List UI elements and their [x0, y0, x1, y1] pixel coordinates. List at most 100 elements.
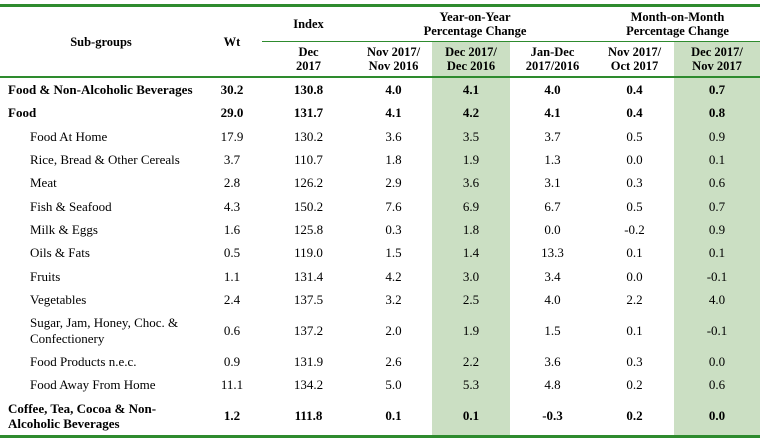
- value-cell: 17.9: [220, 128, 244, 144]
- col-header-yoy-group: Year-on-Year Percentage Change: [355, 5, 595, 42]
- col-header-mom-group: Month-on-Month Percentage Change: [595, 5, 760, 42]
- table-row: Sugar, Jam, Honey, Choc. & Confectionery…: [0, 311, 760, 350]
- value-cell: 2.9: [385, 175, 402, 191]
- value-cell: 2.6: [385, 353, 402, 369]
- value-cell: 2.0: [385, 322, 402, 338]
- value-cell: 0.1: [385, 408, 402, 424]
- value-cell: 6.9: [432, 194, 510, 218]
- value-cell: -0.1: [674, 264, 760, 288]
- value-cell: 0.7: [674, 194, 760, 218]
- table-row: Food 29.0 131.7 4.1 4.2 4.1 0.4 0.8: [0, 101, 760, 125]
- subgroup-name-cell: Fruits: [30, 268, 61, 284]
- value-cell: 0.3: [626, 175, 643, 191]
- value-cell: 0.5: [626, 198, 643, 214]
- value-cell: 131.4: [293, 268, 324, 284]
- value-cell: 1.8: [432, 217, 510, 242]
- subgroup-name-cell: Milk & Eggs: [30, 221, 98, 237]
- value-cell: 2.5: [432, 287, 510, 312]
- value-cell: 1.4: [432, 241, 510, 265]
- value-cell: -0.3: [542, 408, 563, 424]
- value-cell: 1.5: [385, 245, 402, 261]
- value-cell: 137.5: [293, 291, 324, 307]
- value-cell: 0.3: [385, 221, 402, 237]
- table-row: Oils & Fats 0.5 119.0 1.5 1.4 13.3 0.1 0.1: [0, 241, 760, 265]
- value-cell: 3.6: [385, 128, 402, 144]
- value-cell: 5.3: [432, 373, 510, 397]
- value-cell: 4.0: [674, 287, 760, 312]
- col-header-mom-dec2017-nov2017: Dec 2017/ Nov 2017: [674, 41, 760, 78]
- value-cell: 0.4: [626, 105, 643, 121]
- value-cell: 0.3: [626, 353, 643, 369]
- value-cell: 4.2: [432, 101, 510, 125]
- subgroup-name-cell: Sugar, Jam, Honey, Choc. & Confectionery: [30, 315, 179, 346]
- value-cell: 131.7: [293, 105, 324, 121]
- value-cell: 4.1: [432, 77, 510, 102]
- value-cell: 0.8: [674, 101, 760, 125]
- value-cell: 0.7: [674, 77, 760, 102]
- subgroup-name-cell: Fish & Seafood: [30, 198, 112, 214]
- value-cell: 3.4: [544, 268, 561, 284]
- value-cell: -0.2: [624, 221, 645, 237]
- value-cell: 0.0: [674, 396, 760, 437]
- table-row: Food At Home 17.9 130.2 3.6 3.5 3.7 0.5 0.9: [0, 124, 760, 148]
- col-header-subgroups: Sub-groups: [0, 5, 202, 78]
- value-cell: 0.1: [432, 396, 510, 437]
- value-cell: 0.2: [626, 408, 643, 424]
- table-row: Vegetables 2.4 137.5 3.2 2.5 4.0 2.2 4.0: [0, 287, 760, 312]
- value-cell: 4.1: [544, 105, 561, 121]
- subgroup-name-cell: Oils & Fats: [30, 245, 90, 261]
- value-cell: 0.1: [674, 241, 760, 265]
- value-cell: 119.0: [294, 245, 323, 261]
- subgroup-name-cell: Coffee, Tea, Cocoa & Non-Alcoholic Bever…: [8, 400, 157, 431]
- value-cell: 2.8: [223, 175, 241, 191]
- value-cell: 29.0: [220, 105, 244, 121]
- value-cell: 4.8: [544, 377, 561, 393]
- value-cell: 0.6: [674, 373, 760, 397]
- table-row: Fish & Seafood 4.3 150.2 7.6 6.9 6.7 0.5 0.7: [0, 194, 760, 218]
- value-cell: 0.2: [626, 377, 643, 393]
- value-cell: 1.3: [544, 151, 561, 167]
- value-cell: 0.9: [223, 353, 241, 369]
- value-cell: 4.2: [385, 268, 402, 284]
- value-cell: 7.6: [385, 198, 402, 214]
- value-cell: 3.7: [223, 151, 241, 167]
- subgroup-name-cell: Food Products n.e.c.: [30, 353, 137, 369]
- value-cell: 3.7: [544, 128, 561, 144]
- col-header-yoy-nov2017-nov2016: Nov 2017/ Nov 2016: [355, 41, 432, 78]
- value-cell: 0.4: [626, 82, 643, 97]
- value-cell: 1.8: [385, 151, 402, 167]
- subgroup-name-cell: Rice, Bread & Other Cereals: [30, 151, 180, 167]
- value-cell: 130.2: [293, 128, 324, 144]
- value-cell: 4.1: [385, 105, 402, 121]
- table-row: Fruits 1.1 131.4 4.2 3.0 3.4 0.0 -0.1: [0, 264, 760, 288]
- cpi-food-subgroups-table: Sub-groups Wt Index Year-on-Year Percent…: [0, 4, 760, 439]
- value-cell: 4.0: [385, 82, 402, 97]
- value-cell: 1.6: [223, 221, 241, 237]
- header-group-row: Sub-groups Wt Index Year-on-Year Percent…: [0, 5, 760, 78]
- value-cell: 3.6: [432, 171, 510, 195]
- value-cell: 0.9: [674, 124, 760, 148]
- table-row: Food Products n.e.c. 0.9 131.9 2.6 2.2 3.6 0.3…: [0, 349, 760, 374]
- value-cell: 0.0: [626, 151, 643, 167]
- table-body: Food & Non-Alcoholic Beverages 30.2 130.8 4…: [0, 77, 760, 437]
- value-cell: 1.2: [223, 408, 241, 424]
- table-header: Sub-groups Wt Index Year-on-Year Percent…: [0, 5, 760, 78]
- table-row: Food & Non-Alcoholic Beverages 30.2 130.8 4…: [0, 77, 760, 102]
- value-cell: 0.9: [674, 217, 760, 242]
- subgroup-name-cell: Food: [8, 105, 37, 121]
- col-header-index-group: Index: [262, 5, 355, 42]
- value-cell: 1.9: [432, 147, 510, 172]
- value-cell: 2.2: [626, 291, 643, 307]
- value-cell: 11.1: [220, 377, 244, 393]
- table-row: Food Away From Home 11.1 134.2 5.0 5.3 4.8 0.2…: [0, 373, 760, 397]
- value-cell: 0.1: [626, 245, 643, 261]
- value-cell: 1.5: [544, 322, 561, 338]
- col-header-yoy-dec2017-dec2016: Dec 2017/ Dec 2016: [432, 41, 510, 78]
- value-cell: 0.5: [223, 245, 241, 261]
- value-cell: 1.9: [432, 311, 510, 350]
- col-header-index-dec2017: Dec 2017: [262, 41, 355, 78]
- subgroup-name-cell: Food At Home: [30, 128, 108, 144]
- value-cell: 0.0: [626, 268, 643, 284]
- value-cell: 134.2: [293, 377, 324, 393]
- col-header-mom-nov2017-oct2017: Nov 2017/ Oct 2017: [595, 41, 674, 78]
